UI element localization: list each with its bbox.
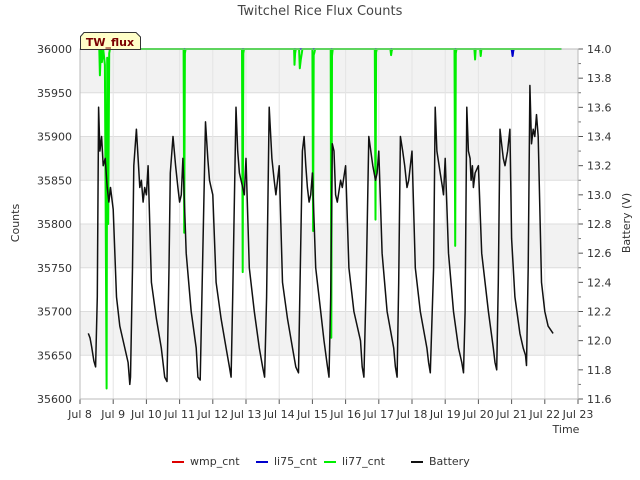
- y-tick-label: 35950: [37, 87, 72, 100]
- y-axis-title: Counts: [9, 204, 22, 243]
- y-band: [80, 224, 578, 268]
- x-tick-label: Jul 11: [163, 408, 195, 421]
- y-tick-label: 35750: [37, 262, 72, 275]
- y-tick-label: 35850: [37, 174, 72, 187]
- y-tick-label: 35800: [37, 218, 72, 231]
- badge-shape: [80, 32, 141, 50]
- y2-tick-label: 14.0: [587, 43, 612, 56]
- y2-tick-label: 12.6: [587, 247, 612, 260]
- x-tick-label: Jul 22: [528, 408, 560, 421]
- y2-tick-label: 13.2: [587, 160, 612, 173]
- y-band: [80, 49, 578, 93]
- y2-tick-label: 11.8: [587, 364, 612, 377]
- y-band: [80, 267, 578, 312]
- legend-label: wmp_cnt: [190, 455, 240, 468]
- x-tick-label: Jul 12: [196, 408, 228, 421]
- y-tick-label: 35600: [37, 393, 72, 406]
- x-tick-label: Jul 18: [396, 408, 428, 421]
- series-line-battery: [87, 84, 554, 386]
- x-tick-label: Jul 15: [296, 408, 328, 421]
- badge-label: TW_flux: [86, 36, 134, 49]
- y2-tick-label: 13.4: [587, 131, 612, 144]
- station-badge: TW_flux: [80, 32, 141, 50]
- x-tick-label: Jul 19: [429, 408, 461, 421]
- y2-tick-label: 12.8: [587, 218, 612, 231]
- plot-grid: [79, 48, 579, 400]
- x-tick-label: Jul 9: [100, 408, 125, 421]
- x-tick-label: Jul 23: [562, 408, 594, 421]
- y2-tick-label: 12.0: [587, 335, 612, 348]
- y-tick-label: 36000: [37, 43, 72, 56]
- x-tick-label: Jul 17: [362, 408, 394, 421]
- y-band: [80, 136, 578, 181]
- y2-tick-label: 13.0: [587, 189, 612, 202]
- plot-axes: 35600 35650 35700 35750 35800 35850 35900 35950…: [37, 43, 612, 421]
- y2-tick-label: 11.6: [587, 393, 612, 406]
- x-tick-label: Jul 8: [67, 408, 92, 421]
- y-band: [80, 92, 578, 137]
- x-axis-title: Time: [552, 423, 580, 436]
- x-tick-label: Jul 10: [130, 408, 162, 421]
- chart-title: Twitchel Rice Flux Counts: [237, 4, 403, 19]
- y2-tick-label: 13.8: [587, 72, 612, 85]
- legend-label: li75_cnt: [274, 455, 318, 468]
- y2-tick-label: 13.6: [587, 101, 612, 114]
- x-tick-label: Jul 21: [495, 408, 527, 421]
- y2-tick-label: 12.4: [587, 276, 612, 289]
- plot-border: [79, 48, 579, 400]
- y2-tick-label: 12.2: [587, 306, 612, 319]
- legend-label: Battery: [429, 455, 470, 468]
- y2-axis-title: Battery (V): [620, 193, 633, 253]
- y-tick-label: 35650: [37, 349, 72, 362]
- legend: wmp_cnt li75_cnt li77_cnt Battery: [172, 455, 470, 468]
- x-tick-label: Jul 14: [263, 408, 295, 421]
- y-band: [80, 180, 578, 224]
- x-tick-label: Jul 20: [462, 408, 494, 421]
- x-tick-label: Jul 13: [230, 408, 262, 421]
- x-tick-label: Jul 16: [329, 408, 361, 421]
- y-tick-label: 35900: [37, 131, 72, 144]
- legend-label: li77_cnt: [342, 455, 386, 468]
- y-tick-label: 35700: [37, 306, 72, 319]
